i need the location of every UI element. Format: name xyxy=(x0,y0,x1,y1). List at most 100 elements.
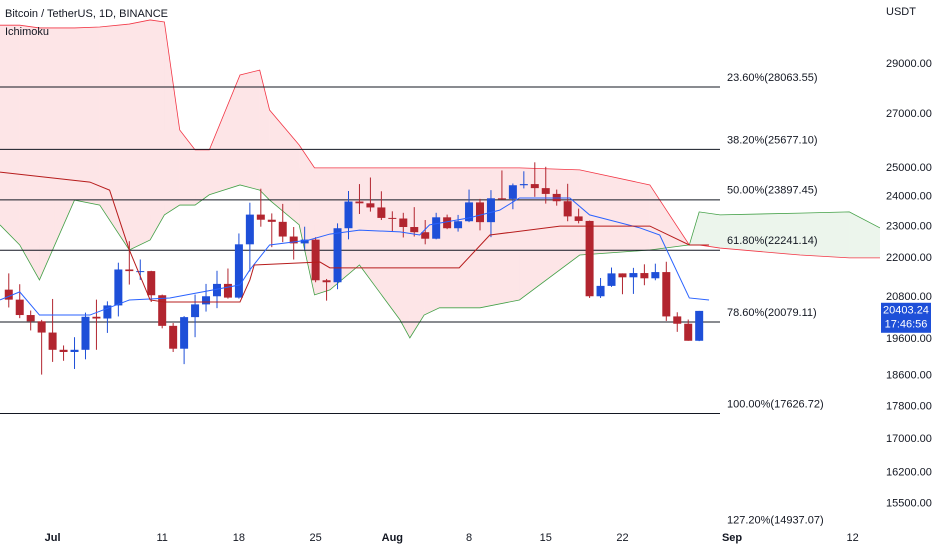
candle-body xyxy=(399,218,408,228)
cloud-fill xyxy=(439,167,480,308)
candle-body xyxy=(497,198,506,200)
y-tick-label: 17800.00 xyxy=(886,400,932,412)
ichimoku-line xyxy=(0,197,710,316)
y-tick-label: 24000.00 xyxy=(886,191,932,203)
candle-body xyxy=(486,198,495,223)
cloud-fill xyxy=(164,21,180,215)
candle-body xyxy=(92,316,101,319)
candle-body xyxy=(432,217,441,239)
candle-body xyxy=(377,207,386,218)
x-tick-label: 18 xyxy=(233,532,245,544)
x-tick-label: 8 xyxy=(466,532,472,544)
candle-body xyxy=(618,273,627,278)
y-tick-label: 22000.00 xyxy=(886,252,932,264)
candle-body xyxy=(103,305,112,319)
x-tick-label: 25 xyxy=(309,532,321,544)
y-tick-label: 27000.00 xyxy=(886,108,932,120)
cloud-fill xyxy=(519,167,580,300)
y-tick-label: 19600.00 xyxy=(886,333,932,345)
candle-body xyxy=(421,232,430,239)
price-tag-countdown: 17:46:56 xyxy=(885,319,928,331)
candle-body xyxy=(388,217,397,219)
x-tick-label: Sep xyxy=(722,532,742,544)
candle-body xyxy=(651,272,660,279)
candle-body xyxy=(234,244,243,298)
candle-body xyxy=(695,310,704,341)
cloud-fill xyxy=(150,19,165,240)
chart-title: Bitcoin / TetherUS, 1D, BINANCE xyxy=(5,8,168,20)
candle-body xyxy=(311,239,320,281)
price-tag-value: 20403.24 xyxy=(883,305,929,317)
candle-body xyxy=(333,228,342,283)
candle-body xyxy=(673,316,682,324)
candle-body xyxy=(519,184,528,186)
cloud-fill xyxy=(0,25,20,245)
candle-body xyxy=(355,201,364,204)
cloud-fill xyxy=(240,70,260,191)
cloud-fill xyxy=(849,211,880,258)
fib-label: 23.60%(28063.55) xyxy=(727,72,818,84)
cloud-fill xyxy=(409,167,425,338)
candle-body xyxy=(15,299,24,316)
candle-body xyxy=(114,269,123,306)
cloud-fill xyxy=(400,167,410,338)
ichimoku-line xyxy=(0,171,710,303)
candle-body xyxy=(212,283,221,297)
fib-label: 78.60%(20079.11) xyxy=(727,307,817,319)
candle-body xyxy=(410,227,419,233)
cloud-fill xyxy=(209,74,240,195)
y-tick-label: 15500.00 xyxy=(886,498,932,510)
candle-body xyxy=(202,296,211,305)
candle-body xyxy=(344,201,353,229)
fib-label: 100.00%(17626.72) xyxy=(727,398,824,410)
y-axis-label: USDT xyxy=(886,6,916,18)
candle-body xyxy=(4,289,13,300)
cloud-fill xyxy=(699,211,720,249)
candle-body xyxy=(574,216,583,221)
cloud-fill xyxy=(800,211,850,258)
candle-body xyxy=(136,271,145,273)
candle-body xyxy=(278,221,287,237)
candle-body xyxy=(596,285,605,297)
candle-body xyxy=(300,239,309,244)
x-tick-label: 12 xyxy=(846,532,858,544)
candle-body xyxy=(585,220,594,297)
candle-body xyxy=(191,304,200,318)
y-tick-label: 18600.00 xyxy=(886,370,932,382)
y-tick-label: 20800.00 xyxy=(886,291,932,303)
candle-body xyxy=(476,202,484,223)
candle-body xyxy=(508,185,517,199)
y-tick-label: 29000.00 xyxy=(886,58,932,70)
candle-body xyxy=(267,219,276,222)
candle-body xyxy=(169,325,178,349)
cloud-fill xyxy=(39,27,55,280)
candle-body xyxy=(245,214,254,245)
cloud-fill xyxy=(179,129,196,206)
candle-body xyxy=(563,201,572,217)
candle-body xyxy=(454,221,463,229)
y-tick-label: 25000.00 xyxy=(886,162,932,174)
candle-body xyxy=(180,317,189,349)
cloud-fill xyxy=(129,19,151,250)
cloud-fill xyxy=(579,169,650,256)
fib-label: 61.80%(22241.14) xyxy=(727,235,818,247)
candle-body xyxy=(607,273,616,286)
candle-body xyxy=(662,272,671,317)
candle-body xyxy=(59,349,68,352)
cloud-fill xyxy=(195,149,210,206)
candle-body xyxy=(541,188,550,194)
cloud-fill xyxy=(649,184,690,250)
fib-label: 38.20%(25677.10) xyxy=(727,134,818,146)
x-tick-label: Jul xyxy=(45,532,61,544)
cloud-fill xyxy=(99,24,130,250)
x-tick-label: 22 xyxy=(616,532,628,544)
cloud-fill xyxy=(74,27,100,206)
candle-body xyxy=(629,273,638,278)
y-tick-label: 17000.00 xyxy=(886,433,932,445)
candle-body xyxy=(125,269,134,272)
plot-area xyxy=(0,19,880,414)
candle-body xyxy=(640,273,649,279)
indicator-label: Ichimoku xyxy=(5,26,49,38)
candle-body xyxy=(322,280,331,283)
